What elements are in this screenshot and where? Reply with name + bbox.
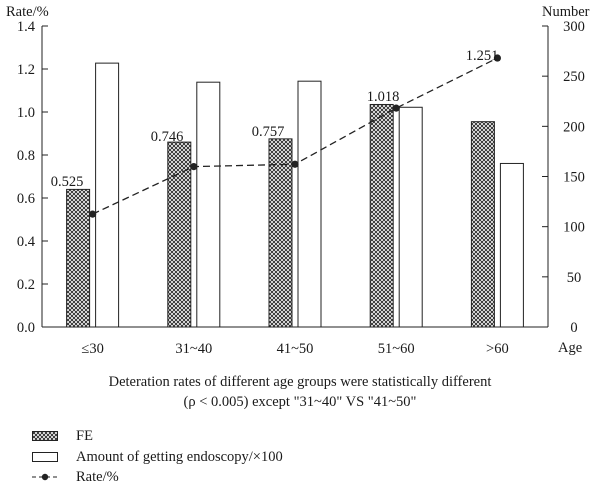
chart-caption-line-2: (ρ < 0.005) except "31~40" VS "41~50" [183, 394, 417, 410]
legend-item-rate: Rate/% [32, 467, 119, 487]
endoscopy-bar [297, 80, 322, 328]
fe-bar [66, 188, 91, 328]
fe-swatch [32, 431, 58, 441]
left-axis-tick-label: 0.0 [17, 320, 35, 336]
rate-point [89, 210, 97, 218]
endoscopy-bar [398, 106, 423, 328]
fe-bar [268, 138, 293, 328]
legend-item-endoscopy: Amount of getting endoscopy/×100 [32, 447, 283, 467]
legend-label-fe: FE [76, 427, 93, 444]
left-axis-tick-label: 0.8 [17, 148, 35, 164]
rate-data-label: 0.757 [252, 124, 285, 140]
x-axis-title: Age [558, 340, 582, 356]
rate-point [190, 163, 198, 171]
endoscopy-bar [196, 81, 221, 328]
left-axis-tick-label: 0.2 [17, 277, 35, 293]
rate-point [392, 104, 400, 112]
x-axis-tick-label: >60 [486, 341, 509, 357]
endoscopy-bar [95, 62, 120, 328]
endoscopy-bar [499, 162, 524, 328]
rate-point [493, 54, 501, 62]
left-axis-title: Rate/% [6, 4, 49, 20]
left-axis-tick-label: 0.6 [17, 191, 35, 207]
right-axis-tick-label: 150 [563, 170, 585, 186]
right-axis-tick-label: 300 [563, 19, 585, 35]
legend-label-rate: Rate/% [76, 468, 119, 485]
x-axis-tick-label: 51~60 [378, 341, 415, 357]
rate-data-label: 0.525 [51, 174, 84, 190]
x-axis-tick-label: 41~50 [277, 341, 314, 357]
rate-data-label: 1.251 [466, 48, 499, 64]
legend-label-endoscopy: Amount of getting endoscopy/×100 [76, 448, 283, 465]
fe-bar [167, 141, 192, 328]
rate-swatch [32, 473, 58, 481]
right-axis-tick-label: 0 [570, 320, 577, 336]
right-axis-tick-label: 200 [563, 119, 585, 135]
rate-point [291, 160, 299, 168]
legend-item-fe: FE [32, 426, 93, 446]
right-axis-title: Number [542, 4, 590, 20]
right-axis-tick-label: 50 [567, 270, 582, 286]
left-axis-tick-label: 1.2 [17, 62, 35, 78]
right-axis-tick-label: 250 [563, 69, 585, 85]
chart-caption-line-1: Deteration rates of different age groups… [108, 374, 492, 390]
x-axis-tick-label: 31~40 [175, 341, 212, 357]
right-axis-tick-label: 100 [563, 220, 585, 236]
left-axis-tick-label: 0.4 [17, 234, 36, 250]
left-axis-tick-label: 1.0 [17, 105, 35, 121]
left-axis-tick-label: 1.4 [17, 19, 36, 35]
fe-bar [470, 121, 495, 328]
fe-bar [369, 103, 394, 328]
x-axis-tick-label: ≤30 [81, 341, 103, 357]
chart-area: Rate/% Number Age 0.0 0.2 0.4 0.6 0.8 1.0 1.2 1… [6, 4, 590, 357]
endoscopy-swatch [32, 452, 58, 462]
rate-data-label: 1.018 [367, 89, 400, 105]
rate-data-label: 0.746 [151, 129, 184, 145]
